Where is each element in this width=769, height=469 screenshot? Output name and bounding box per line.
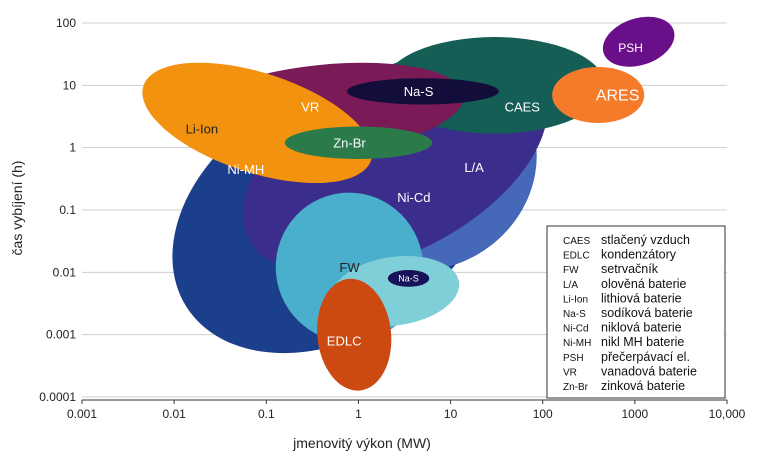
legend-abbr: VR [563,367,577,378]
region-label-ares: ARES [596,88,640,105]
legend-abbr: FW [563,265,579,276]
region-label-na-s-small: Na-S [398,274,419,284]
region-edlc [317,278,392,391]
legend-abbr: Zn-Br [563,382,589,393]
y-tick-label: 0.0001 [39,390,76,404]
legend-abbr: L/A [563,280,578,291]
x-tick-label: 0.1 [258,407,275,421]
region-label-li-ion: Li-Ion [186,122,219,137]
legend-description: lithiová baterie [601,291,682,305]
legend-description: olověná baterie [601,277,687,291]
legend-description: vanadová baterie [601,364,697,378]
region-label-l-a: L/A [464,160,484,175]
axes: čas vybíjení (h) jmenovitý výkon (MW) 0.… [9,16,746,451]
legend-abbr: PSH [563,353,584,364]
legend-description: stlačený vzduch [601,233,690,247]
x-tick-label: 10,000 [709,407,746,421]
region-label-fw: FW [339,260,360,275]
region-label-vr: VR [301,100,319,115]
y-tick-label: 1 [69,141,76,155]
technology-regions [142,16,675,391]
region-labels: Ni-MH L/A Ni-Cd FW EDLC CAES VR Li-Ion Zn-Br Na-S… [186,41,643,348]
region-label-ni-mh: Ni-MH [227,162,264,177]
y-tick-label: 0.01 [53,265,77,279]
y-tick-label: 100 [56,16,76,30]
legend-description: nikl MH baterie [601,335,684,349]
y-tick-label: 0.001 [46,328,76,342]
x-tick-label: 10 [444,407,458,421]
legend-description: setrvačník [601,262,659,276]
region-na-s [346,78,499,105]
legend-box [546,225,726,399]
legend-abbr: Ni-Cd [563,324,589,335]
legend-description: zinková baterie [601,379,685,393]
region-label-ni-cd: Ni-Cd [397,190,430,205]
y-tick-label: 10 [63,78,77,92]
region-psh [602,16,675,67]
region-label-caes: CAES [505,100,541,115]
legend-abbr: CAES [563,236,591,247]
region-label-zn-br: Zn-Br [333,135,366,150]
region-ares [552,66,645,124]
region-na-s-small [387,269,430,287]
x-axis-title: jmenovitý výkon (MW) [292,435,431,451]
legend-abbr: Li-Ion [563,294,588,305]
region-label-psh: PSH [618,41,643,55]
legend-abbr: EDLC [563,251,590,262]
x-tick-label: 0.001 [67,407,97,421]
legend-abbr: Na-S [563,309,586,320]
y-tick-label: 0.1 [59,203,76,217]
legend: CAES stlačený vzduch EDLC kondenzátory FW set… [546,225,726,399]
legend-description: přečerpávací el. [601,350,690,364]
region-label-na-s: Na-S [404,84,434,99]
x-tick-label: 0.01 [162,407,186,421]
legend-description: niklová baterie [601,321,682,335]
y-axis-title: čas vybíjení (h) [9,161,25,256]
x-tick-label: 100 [533,407,553,421]
legend-description: kondenzátory [601,248,677,262]
region-zn-br [284,126,433,159]
legend-abbr: Ni-MH [563,338,591,349]
x-tick-label: 1 [355,407,362,421]
legend-description: sodíková baterie [601,306,693,320]
region-label-edlc: EDLC [327,333,362,348]
x-tick-label: 1000 [622,407,649,421]
